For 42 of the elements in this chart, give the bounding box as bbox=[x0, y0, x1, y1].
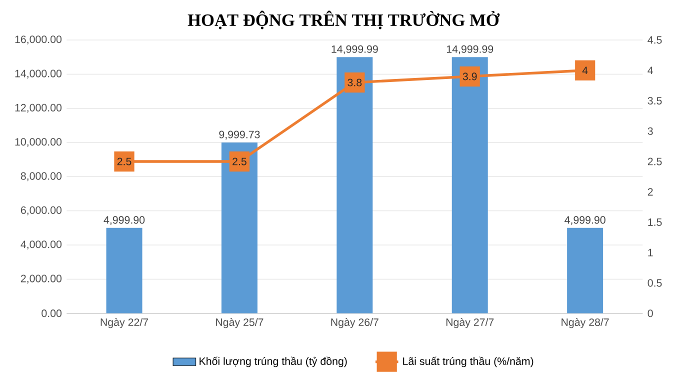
y-tick-label: 4,000.00 bbox=[20, 240, 62, 250]
data-label: 14,999.99 bbox=[446, 45, 494, 54]
y2-tick-label: 4 bbox=[648, 66, 653, 74]
data-label: 2.5 bbox=[232, 158, 246, 166]
y-tick-label: 14,000.00 bbox=[15, 70, 62, 79]
y-tick-label: 6,000.00 bbox=[20, 206, 62, 216]
y2-tick-label: 0.5 bbox=[648, 279, 662, 287]
data-label: 4,999.90 bbox=[104, 216, 145, 225]
data-label: 4,999.90 bbox=[564, 216, 606, 225]
y2-tick-label: 4.5 bbox=[648, 36, 662, 44]
y2-tick-label: 1 bbox=[648, 248, 653, 256]
y2-tick-label: 3.5 bbox=[648, 96, 662, 105]
data-label: 3.8 bbox=[348, 78, 362, 86]
data-label: 3.9 bbox=[462, 72, 477, 80]
chart-title: HOẠT ĐỘNG TRÊN THỊ TRƯỜNG MỞ bbox=[188, 10, 500, 30]
legend-label: Khối lượng trúng thầu (tỷ đồng) bbox=[200, 356, 347, 368]
y2-tick-label: 2 bbox=[648, 188, 653, 196]
y-tick-label: 12,000.00 bbox=[15, 104, 62, 113]
x-tick-label: Ngày 28/7 bbox=[562, 318, 609, 328]
legend-label: Lãi suất trúng thầu (%/năm) bbox=[403, 356, 534, 368]
bar bbox=[567, 228, 604, 314]
bar bbox=[336, 57, 373, 314]
x-tick-label: Ngày 25/7 bbox=[216, 318, 264, 328]
y2-tick-label: 0 bbox=[648, 310, 653, 318]
x-tick-label: Ngày 22/7 bbox=[100, 318, 148, 328]
y2-tick-label: 2.5 bbox=[648, 158, 662, 166]
y-tick-label: 8,000.00 bbox=[20, 172, 62, 182]
y-tick-label: 0.00 bbox=[42, 310, 62, 318]
bar bbox=[452, 57, 488, 314]
y2-tick-label: 1.5 bbox=[648, 218, 662, 226]
data-label: 2.5 bbox=[117, 158, 132, 166]
x-tick-label: Ngày 26/7 bbox=[331, 318, 378, 328]
data-label: 14,999.99 bbox=[332, 45, 378, 54]
bar bbox=[106, 228, 142, 314]
data-label: 4 bbox=[582, 66, 588, 74]
y-tick-label: 2,000.00 bbox=[20, 274, 62, 284]
y-tick-label: 10,000.00 bbox=[15, 138, 62, 147]
x-tick-label: Ngày 27/7 bbox=[446, 318, 494, 328]
y2-tick-label: 3 bbox=[648, 127, 653, 135]
bar bbox=[221, 142, 258, 314]
y-tick-label: 16,000.00 bbox=[15, 36, 62, 44]
data-label: 9,999.73 bbox=[219, 130, 260, 140]
